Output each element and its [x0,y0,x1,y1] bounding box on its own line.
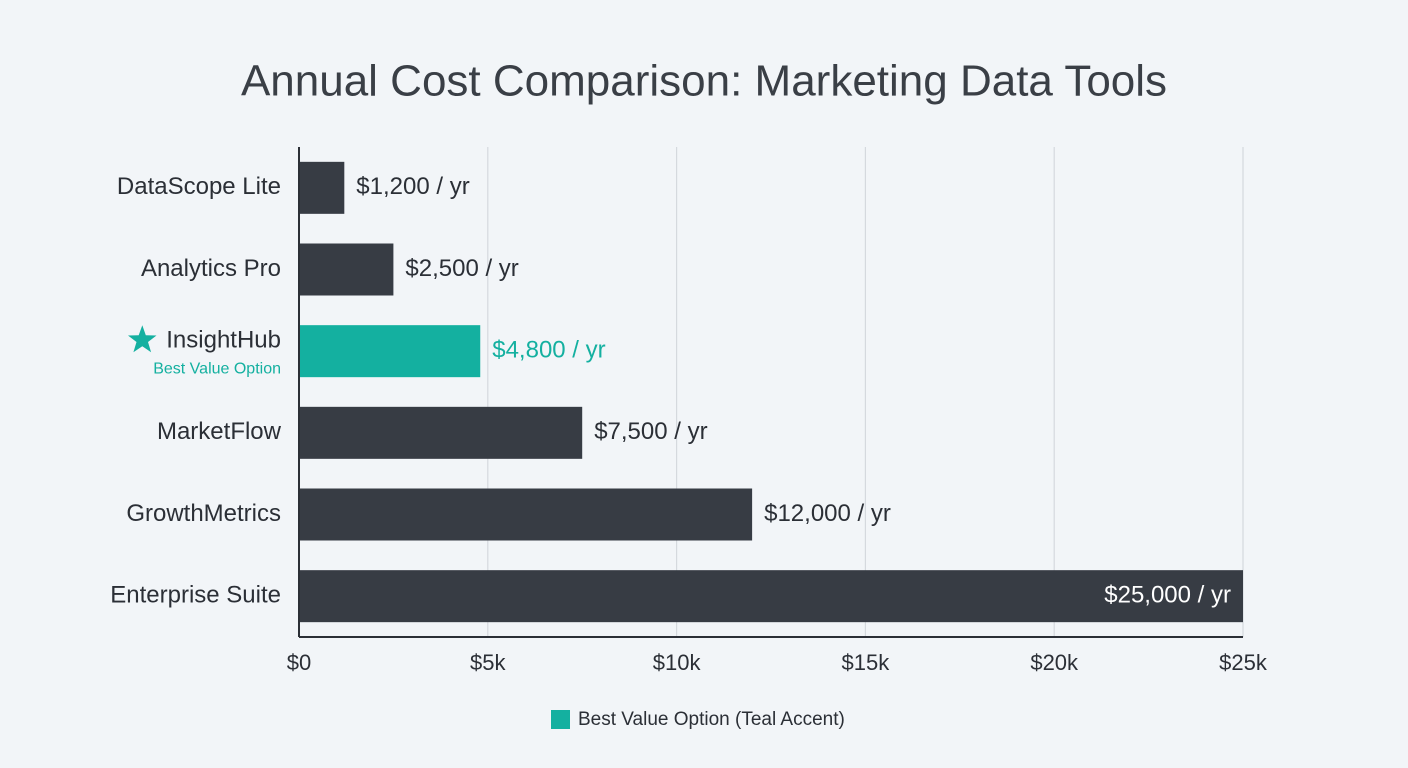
annotation: Best Value Option [153,360,281,377]
x-tick-label: $10k [653,650,702,675]
y-tick-label: MarketFlow [157,418,282,445]
x-tick-label: $20k [1030,650,1079,675]
value-label: $12,000 / yr [764,500,891,527]
bar [299,570,1243,623]
x-tick-label: $15k [842,650,891,675]
star-icon [128,325,157,353]
y-tick-label: GrowthMetrics [126,500,281,527]
y-tick-label: Enterprise Suite [110,582,281,609]
bar [299,488,753,541]
x-tick-label: $0 [287,650,311,675]
y-tick-label: Analytics Pro [141,255,281,282]
chart-title: Annual Cost Comparison: Marketing Data T… [241,57,1167,106]
x-tick-label: $5k [470,650,506,675]
value-label: $7,500 / yr [594,418,707,445]
value-label: $1,200 / yr [356,173,469,200]
value-label: $25,000 / yr [1104,582,1231,609]
y-tick-label: InsightHub [166,327,281,354]
legend-label: Best Value Option (Teal Accent) [578,709,845,730]
y-tick-label: DataScope Lite [117,173,281,200]
bar [299,161,345,214]
bar [299,243,394,296]
value-label: $4,800 / yr [492,337,605,364]
x-tick-label: $25k [1219,650,1268,675]
bar [299,406,583,459]
value-label: $2,500 / yr [405,255,518,282]
bar [299,325,481,378]
legend-swatch [551,710,570,729]
